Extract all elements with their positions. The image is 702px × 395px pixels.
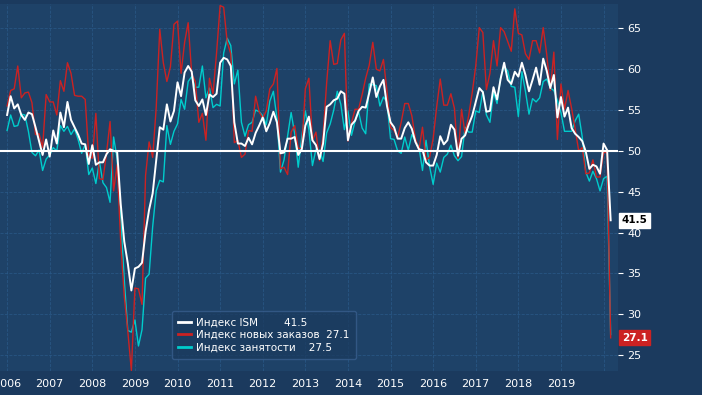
Legend: Индекс ISM        41.5, Индекс новых заказов  27.1, Индекс занятости    27.5: Индекс ISM 41.5, Индекс новых заказов 27… bbox=[172, 311, 356, 359]
Text: 27.1: 27.1 bbox=[622, 333, 648, 343]
Text: 41.5: 41.5 bbox=[622, 215, 648, 225]
